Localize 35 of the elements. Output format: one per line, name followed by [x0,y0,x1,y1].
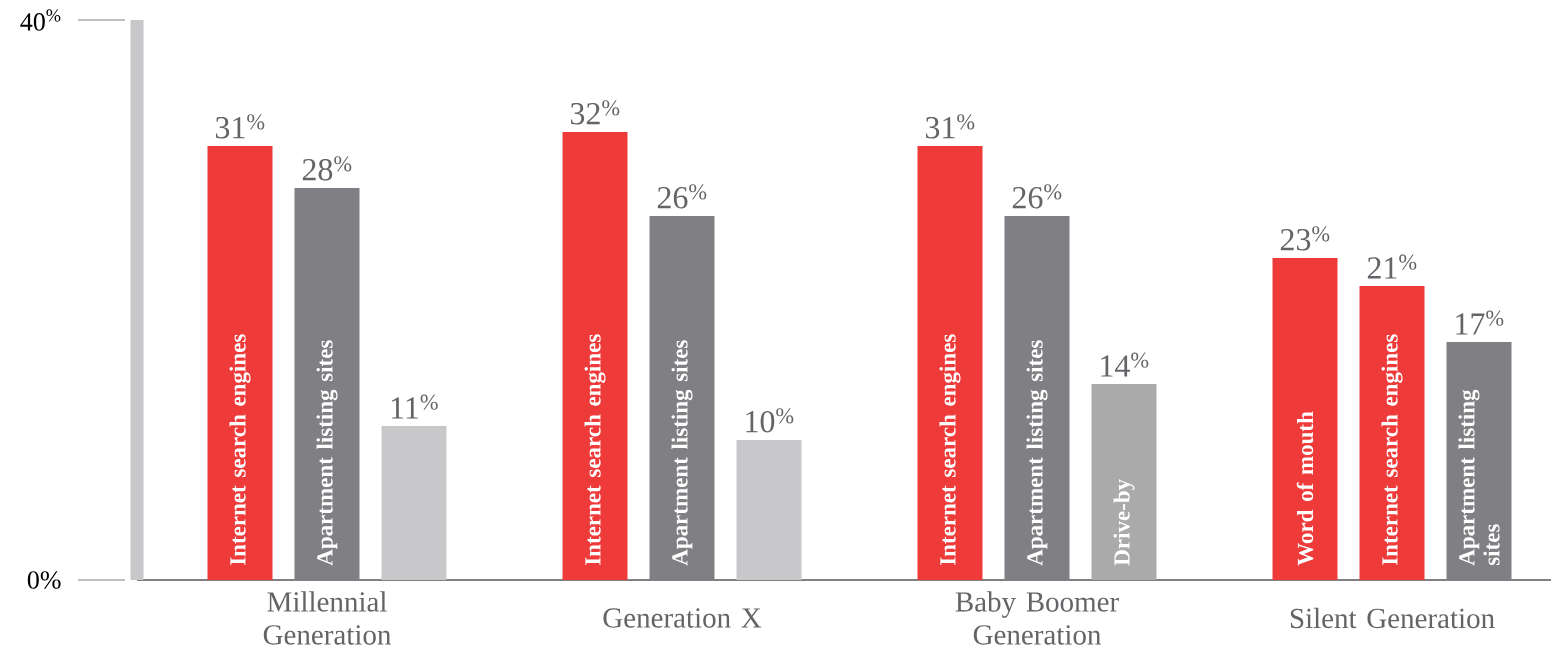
bar [1091,383,1157,580]
x-tick-label: Generation X [603,608,762,628]
x-tick-label: Silent Generation [1290,607,1495,629]
bar [1272,257,1338,580]
annotation: Internet search engines [229,334,251,566]
annotation: Internet search engines [939,334,961,566]
data-label: 31$^{%}$ [925,114,975,139]
annotation: Word of mouth [1296,411,1314,566]
x-tick-label: Baby Boomer Generation [955,591,1119,645]
annotation: Apartment listing sites [1026,340,1048,566]
annotation: Apartment listing sites [1458,389,1500,566]
x-tick-label: Millennial Generation [263,591,391,645]
data-label: 17$^{%}$ [1456,310,1504,335]
data-label: 14$^{%}$ [1101,352,1149,377]
data-label: 11$^{%}$ [391,394,438,419]
y-tick-label: 0% [27,571,61,589]
data-label: 31$^{%}$ [215,114,265,139]
bar [207,145,273,580]
data-label: 26$^{%}$ [1012,184,1062,209]
annotation: Apartment listing sites [671,340,693,566]
data-label: 32$^{%}$ [570,100,620,125]
data-label: 10$^{%}$ [746,408,794,433]
bar [381,425,447,580]
bar [917,145,983,580]
data-label: 26$^{%}$ [657,184,707,209]
bar [736,439,802,580]
data-label: 23$^{%}$ [1280,226,1330,251]
data-label: 28$^{%}$ [302,156,352,181]
annotation: Drive-by [1113,479,1135,566]
y-tick-label: 40$^{%}$ [20,9,61,31]
annotation: Internet search engines [1381,334,1403,566]
data-label: 21$^{%}$ [1367,254,1417,279]
annotation: Internet search engines [584,334,606,566]
bar [562,131,628,580]
annotation: Apartment listing sites [316,340,338,566]
